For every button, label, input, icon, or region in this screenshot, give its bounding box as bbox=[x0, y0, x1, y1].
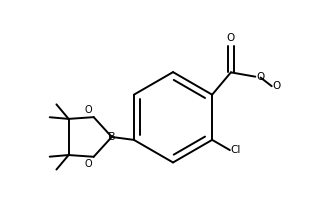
Text: O: O bbox=[84, 159, 92, 169]
Text: O: O bbox=[273, 81, 281, 91]
Text: O: O bbox=[227, 33, 235, 43]
Text: Cl: Cl bbox=[231, 145, 241, 155]
Text: O: O bbox=[256, 72, 264, 82]
Text: B: B bbox=[108, 132, 116, 142]
Text: O: O bbox=[84, 105, 92, 115]
